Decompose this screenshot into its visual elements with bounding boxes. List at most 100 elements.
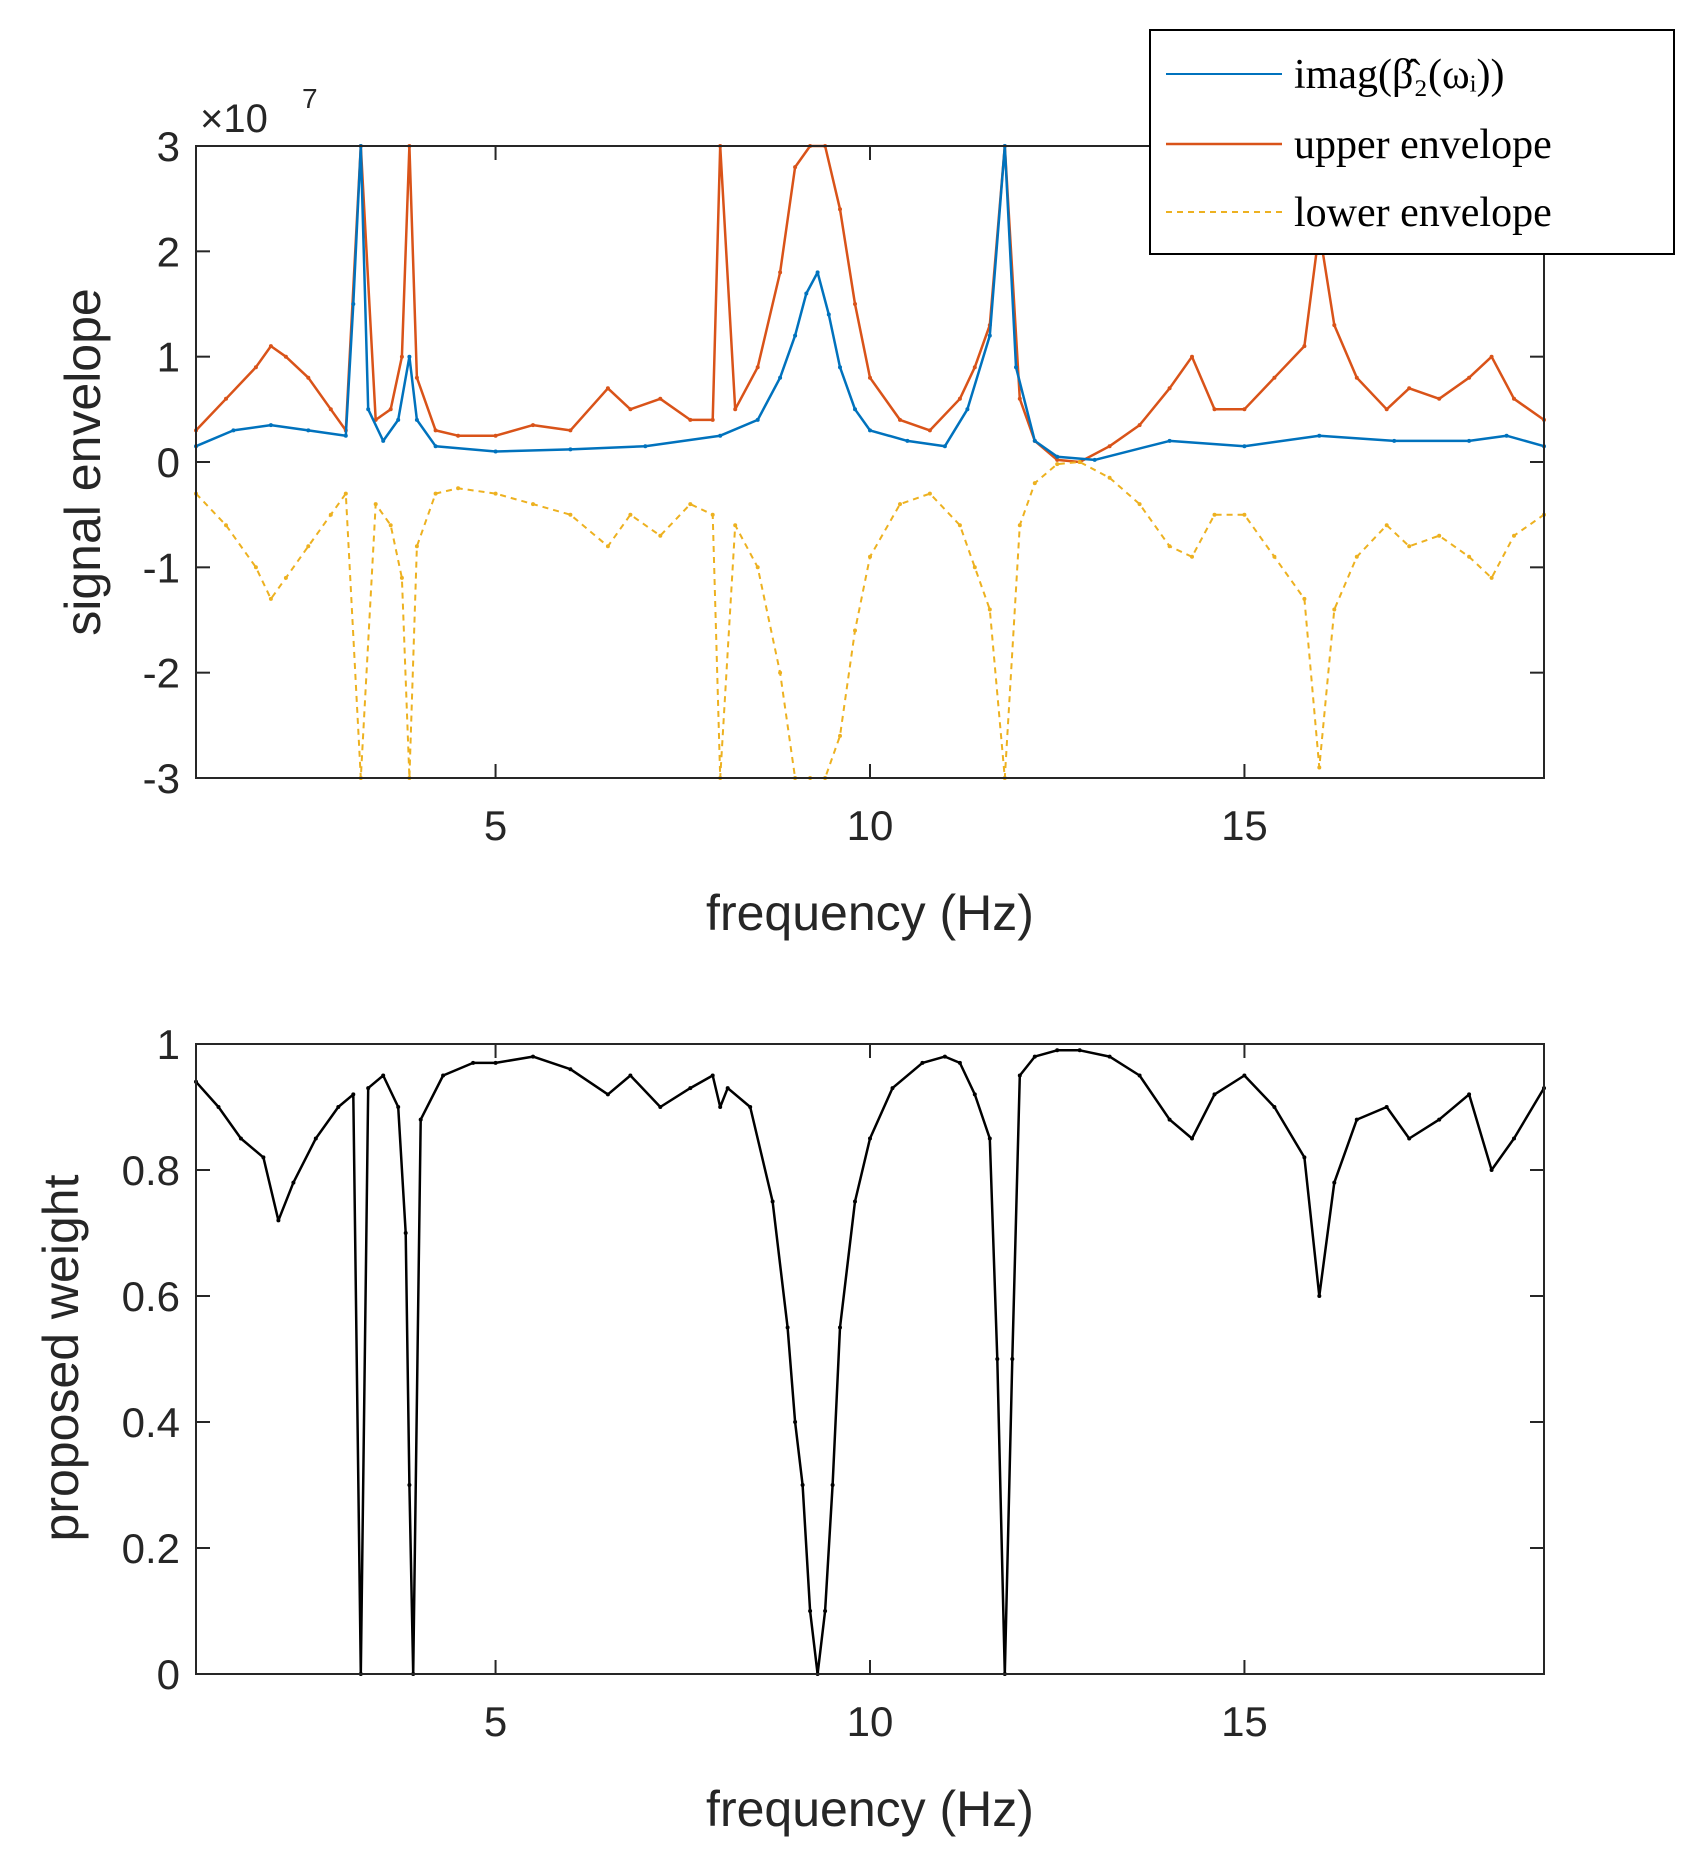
- top-point-lower: [853, 628, 857, 633]
- bottom-point-weight: [1407, 1136, 1412, 1141]
- top-point-imag: [965, 407, 970, 412]
- top-point-upper: [688, 417, 693, 422]
- bottom-point-weight: [418, 1117, 423, 1122]
- top-point-imag: [1092, 457, 1097, 462]
- top-point-lower: [1242, 512, 1247, 517]
- bottom-point-weight: [987, 1136, 992, 1141]
- top-point-lower: [1055, 462, 1060, 467]
- top-point-imag: [1317, 433, 1322, 438]
- top-y-exponent-base: ×10: [200, 97, 268, 141]
- top-y-axis-label: signal envelope: [55, 288, 111, 636]
- top-point-imag: [905, 438, 910, 443]
- bottom-point-weight: [1489, 1168, 1494, 1172]
- top-point-upper: [493, 433, 498, 438]
- bottom-point-weight: [800, 1483, 805, 1487]
- top-point-imag: [396, 417, 401, 422]
- top-point-lower: [1107, 475, 1112, 480]
- top-point-lower: [388, 523, 393, 528]
- top-point-lower: [838, 733, 842, 738]
- top-point-upper: [1437, 396, 1442, 401]
- bottom-point-weight: [407, 1483, 412, 1487]
- top-point-imag: [942, 444, 947, 449]
- bottom-point-weight: [336, 1105, 341, 1109]
- top-point-imag: [838, 365, 842, 370]
- top-point-lower: [1467, 554, 1472, 559]
- top-point-upper: [710, 417, 715, 422]
- bottom-point-weight: [920, 1060, 925, 1065]
- top-point-upper: [568, 428, 573, 433]
- bottom-point-weight: [531, 1054, 535, 1059]
- bottom-point-weight: [1437, 1117, 1442, 1122]
- top-point-imag: [793, 333, 798, 338]
- top-point-lower: [1190, 554, 1194, 559]
- top-y-tick-label: -2: [143, 650, 180, 697]
- top-x-tick-label: 10: [847, 802, 894, 849]
- top-x-tick-label: 15: [1221, 802, 1268, 849]
- bottom-point-weight: [1242, 1073, 1247, 1078]
- top-point-upper: [1242, 407, 1247, 412]
- bottom-point-weight: [838, 1325, 842, 1330]
- top-point-imag: [987, 333, 992, 338]
- top-point-upper: [1302, 344, 1307, 349]
- top-point-imag: [231, 428, 236, 433]
- top-point-lower: [755, 565, 760, 570]
- bottom-x-axis-label: frequency (Hz): [706, 1781, 1034, 1837]
- top-point-upper: [1467, 375, 1472, 380]
- top-y-tick-label: 1: [157, 334, 180, 381]
- bottom-point-weight: [366, 1086, 371, 1091]
- top-point-upper: [399, 354, 404, 359]
- top-point-upper: [868, 375, 872, 380]
- bottom-y-tick-label: 0.4: [122, 1399, 180, 1446]
- top-point-lower: [343, 491, 348, 496]
- top-point-imag: [1167, 438, 1172, 443]
- top-point-imag: [1014, 365, 1018, 370]
- top-point-imag: [351, 302, 356, 306]
- top-point-upper: [1055, 457, 1060, 462]
- bottom-point-weight: [351, 1092, 356, 1097]
- top-point-lower: [1437, 533, 1442, 538]
- top-point-upper: [1489, 354, 1494, 359]
- bottom-point-weight: [770, 1199, 775, 1204]
- top-point-lower: [399, 575, 404, 580]
- top-point-lower: [987, 607, 992, 612]
- bottom-point-weight: [1167, 1117, 1172, 1122]
- top-point-upper: [1354, 375, 1359, 380]
- bottom-point-weight: [972, 1092, 977, 1097]
- top-point-lower: [253, 565, 258, 570]
- top-point-upper: [224, 396, 228, 401]
- bottom-point-weight: [1107, 1054, 1112, 1059]
- top-point-lower: [1407, 544, 1412, 549]
- bottom-y-axis-label: proposed weight: [33, 1174, 89, 1541]
- top-point-imag: [381, 438, 386, 443]
- bottom-point-weight: [261, 1155, 266, 1160]
- bottom-y-tick-label: 0.8: [122, 1147, 180, 1194]
- top-point-imag: [493, 449, 498, 454]
- bottom-point-weight: [1077, 1048, 1082, 1053]
- top-point-upper: [778, 270, 783, 275]
- top-point-imag: [755, 417, 760, 422]
- top-point-lower: [328, 512, 333, 517]
- top-point-imag: [718, 433, 723, 438]
- top-point-imag: [568, 447, 573, 452]
- top-point-upper: [793, 165, 798, 170]
- top-point-upper: [253, 365, 258, 370]
- top-point-imag: [414, 417, 419, 422]
- bottom-series-line-weight: [195, 1049, 1546, 1676]
- top-point-upper: [1190, 354, 1194, 359]
- top-point-imag: [826, 312, 831, 317]
- top-point-lower: [224, 523, 228, 528]
- bottom-point-weight: [718, 1105, 723, 1109]
- bottom-point-weight: [396, 1105, 401, 1109]
- top-point-upper: [306, 375, 311, 380]
- bottom-y-tick-label: 0: [157, 1651, 180, 1698]
- bottom-point-weight: [1354, 1117, 1359, 1122]
- top-series-line-lower: [195, 461, 1545, 779]
- top-point-imag: [366, 407, 371, 412]
- top-point-lower: [1384, 523, 1389, 528]
- top-point-lower: [373, 502, 378, 507]
- bottom-point-weight: [688, 1086, 693, 1091]
- top-point-lower: [283, 575, 288, 580]
- top-point-upper: [628, 407, 633, 412]
- top-y-tick-label: -3: [143, 755, 180, 802]
- bottom-point-weight: [216, 1105, 221, 1109]
